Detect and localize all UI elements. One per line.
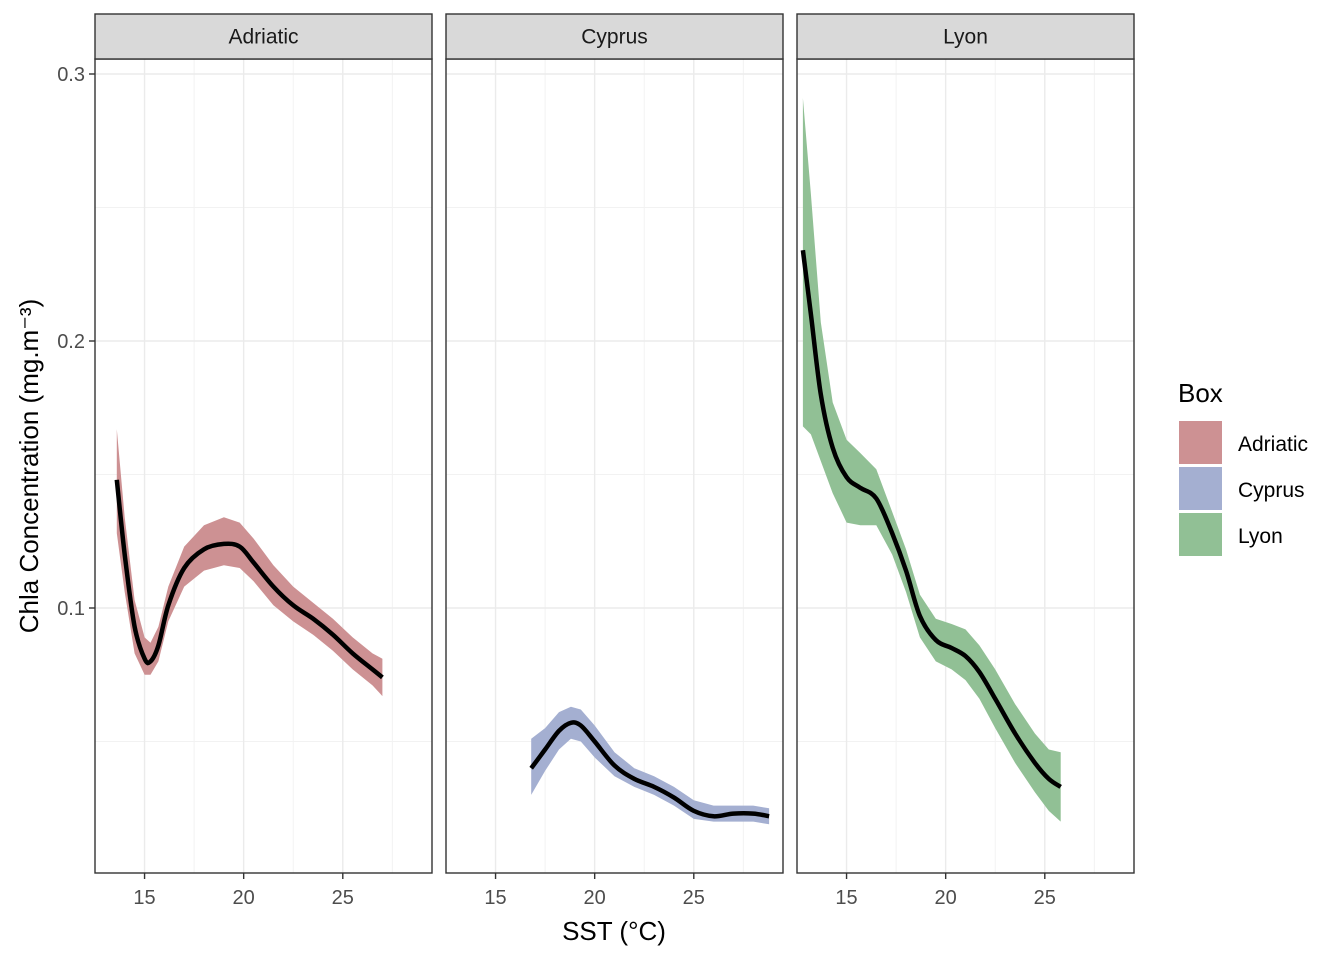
confidence-ribbon-lyon — [802, 98, 1061, 822]
y-tick-label: 0.2 — [57, 331, 85, 353]
facet-strip-label-lyon: Lyon — [943, 26, 988, 49]
legend-key-lyon — [1179, 513, 1222, 556]
x-tick-label: 15 — [835, 887, 857, 909]
x-tick-label: 25 — [332, 887, 354, 909]
smooth-line-cyprus — [529, 720, 770, 819]
legend-label-cyprus: Cyprus — [1238, 479, 1305, 502]
y-axis-title: Chla Concentration (mg.m⁻³) — [14, 299, 44, 634]
legend-key-cyprus — [1179, 467, 1222, 510]
legend-label-adriatic: Adriatic — [1238, 433, 1308, 456]
legend-title: Box — [1178, 378, 1223, 408]
confidence-ribbon-adriatic — [116, 429, 383, 697]
x-tick-label: 15 — [484, 887, 506, 909]
panel-background-adriatic — [95, 59, 432, 873]
facet-strip-cyprus — [445, 13, 784, 60]
x-tick-label: 20 — [935, 887, 957, 909]
legend-key-adriatic — [1179, 421, 1222, 464]
smooth-line-lyon — [800, 249, 1062, 789]
facet-strip-label-cyprus: Cyprus — [581, 26, 648, 49]
x-tick-label: 20 — [584, 887, 606, 909]
y-tick-label: 0.3 — [57, 64, 85, 86]
facet-strip-lyon — [796, 13, 1135, 60]
panel-background-cyprus — [446, 59, 783, 873]
x-axis-title: SST (°C) — [562, 916, 666, 946]
x-tick-label: 25 — [683, 887, 705, 909]
y-tick-label: 0.1 — [57, 598, 85, 620]
smooth-line-adriatic — [114, 479, 384, 680]
legend-label-lyon: Lyon — [1238, 525, 1283, 548]
facet-strip-label-adriatic: Adriatic — [228, 26, 298, 49]
x-tick-label: 25 — [1034, 887, 1056, 909]
facet-strip-adriatic — [94, 13, 433, 60]
x-tick-label: 20 — [233, 887, 255, 909]
x-tick-label: 15 — [133, 887, 155, 909]
